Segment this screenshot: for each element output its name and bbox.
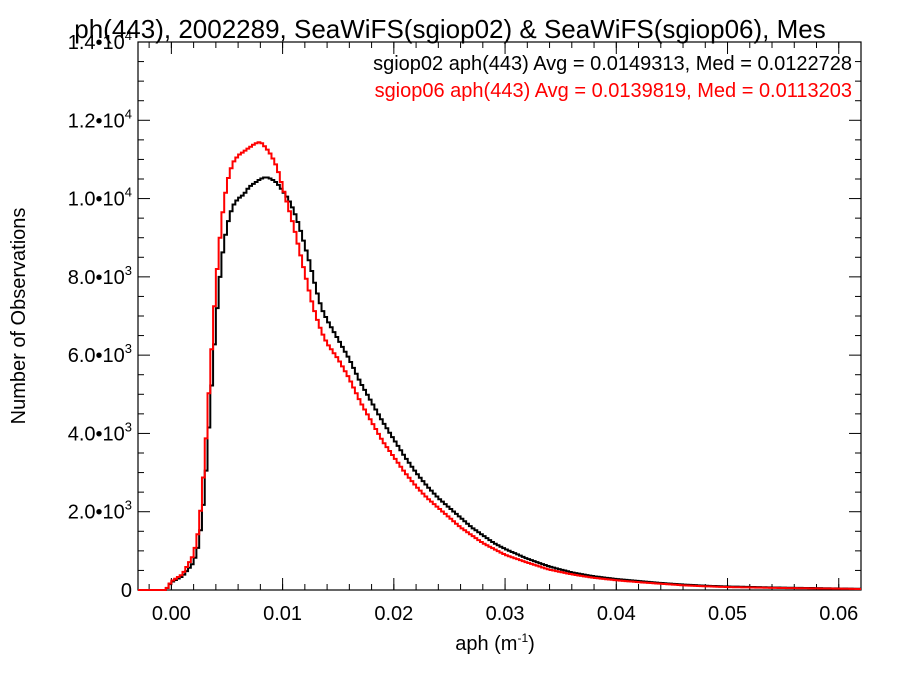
series-sgiop06-line — [138, 141, 861, 591]
x-tick-label: 0.00 — [152, 603, 191, 625]
x-tick-label: 0.03 — [486, 603, 525, 625]
x-tick-labels: 0.00 0.01 0.02 0.03 0.04 0.05 0.06 — [152, 603, 858, 625]
x-tick-label: 0.05 — [708, 603, 747, 625]
series-sgiop02-line — [138, 176, 861, 591]
x-tick-label: 0.06 — [819, 603, 858, 625]
y-tick-label: 1.2•104 — [68, 106, 132, 132]
y-tick-labels: 0 2.0•103 4.0•103 6.0•103 8.0•103 1.0•104 1.2•… — [68, 28, 132, 602]
annotation-red: sgiop06 aph(443) Avg = 0.0139819, Med = … — [375, 80, 852, 102]
y-tick-label: 6.0•103 — [68, 341, 132, 367]
y-tick-label: 1.4•104 — [68, 28, 132, 54]
y-tick-label: 1.0•104 — [68, 185, 132, 211]
annotation-black: sgiop02 aph(443) Avg = 0.0149313, Med = … — [373, 53, 852, 75]
series-layer — [138, 141, 861, 591]
x-axis-label: aph (m-1) — [455, 631, 535, 655]
chart-title: ph(443), 2002289, SeaWiFS(sgiop02) & Sea… — [74, 14, 825, 44]
y-tick-label: 4.0•103 — [68, 419, 132, 445]
x-tick-label: 0.01 — [263, 603, 302, 625]
y-tick-label: 0 — [121, 580, 132, 602]
y-tick-label: 8.0•103 — [68, 263, 132, 289]
y-tick-label: 2.0•103 — [68, 498, 132, 524]
plot-frame — [137, 41, 862, 591]
x-tick-label: 0.04 — [597, 603, 636, 625]
axis-ticks — [138, 41, 861, 591]
x-tick-label: 0.02 — [374, 603, 413, 625]
y-axis-label: Number of Observations — [8, 208, 30, 425]
